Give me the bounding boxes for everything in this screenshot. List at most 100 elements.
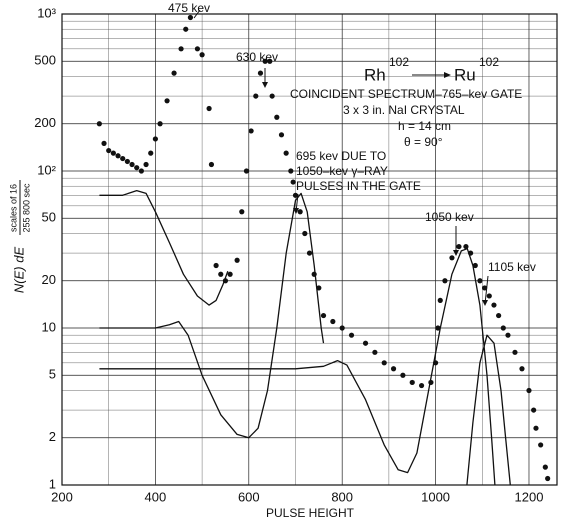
data-point bbox=[199, 52, 205, 58]
data-point bbox=[542, 464, 548, 470]
data-point bbox=[463, 243, 469, 250]
fit-curve bbox=[99, 248, 496, 486]
data-point bbox=[519, 366, 525, 372]
data-point bbox=[194, 46, 201, 52]
data-point bbox=[248, 128, 254, 134]
data-point bbox=[390, 366, 397, 372]
fit-curve bbox=[99, 189, 229, 306]
data-point bbox=[472, 262, 478, 269]
x-tick-label: 400 bbox=[145, 489, 167, 504]
x-tick-label: 800 bbox=[331, 489, 353, 504]
annotation: 3 x 3 in. NaI CRYSTAL bbox=[343, 103, 465, 117]
arrow-head bbox=[453, 250, 459, 256]
x-tick-label: 200 bbox=[51, 489, 73, 504]
data-point bbox=[157, 121, 163, 127]
data-point bbox=[208, 161, 215, 168]
y-tick-label: 500 bbox=[34, 53, 56, 68]
y-label-numerator: scales of 16 bbox=[8, 184, 18, 232]
y-tick-label: 10 bbox=[42, 319, 56, 334]
data-point bbox=[486, 293, 492, 299]
data-point bbox=[243, 168, 250, 174]
y-tick-label: 1 bbox=[49, 476, 56, 491]
y-label-denominator: 255 800 sec bbox=[21, 183, 31, 233]
data-point bbox=[269, 93, 275, 99]
data-point bbox=[381, 360, 387, 366]
data-point bbox=[418, 382, 425, 389]
data-point bbox=[435, 325, 441, 331]
y-tick-label: 200 bbox=[34, 115, 56, 130]
y-axis-label: N(E) dE scales of 16 255 800 sec bbox=[8, 180, 31, 293]
data-point bbox=[491, 302, 497, 308]
data-point bbox=[267, 58, 273, 64]
arrow bbox=[193, 9, 201, 19]
data-point bbox=[171, 70, 177, 76]
data-point bbox=[134, 165, 140, 171]
annotation: h = 14 cm bbox=[398, 119, 451, 133]
y-tick-label: 10² bbox=[37, 162, 56, 177]
data-point bbox=[290, 179, 296, 185]
fit-curve bbox=[466, 334, 511, 486]
annotation: PULSES IN THE GATE bbox=[296, 179, 421, 193]
data-point bbox=[278, 132, 285, 138]
data-point bbox=[178, 46, 184, 52]
y-tick-label: 50 bbox=[42, 210, 56, 225]
data-point bbox=[152, 136, 158, 142]
data-point bbox=[96, 121, 102, 127]
grid bbox=[61, 13, 557, 486]
data-point bbox=[143, 161, 149, 168]
y-tick-label: 5 bbox=[49, 367, 56, 382]
data-point bbox=[234, 257, 240, 263]
data-point bbox=[456, 243, 462, 250]
data-point bbox=[449, 255, 455, 261]
data-point bbox=[482, 285, 488, 291]
data-point bbox=[531, 407, 537, 413]
data-point bbox=[253, 93, 259, 99]
annotation: Ru bbox=[454, 65, 476, 84]
data-point bbox=[283, 150, 289, 156]
data-point bbox=[120, 155, 126, 162]
data-point bbox=[106, 147, 112, 154]
data-point bbox=[330, 318, 336, 325]
data-point bbox=[239, 209, 245, 215]
x-tick-label: 1200 bbox=[515, 489, 544, 504]
data-point bbox=[505, 332, 511, 338]
y-tick-label: 20 bbox=[42, 272, 56, 287]
data-point bbox=[538, 442, 544, 448]
data-point bbox=[545, 475, 551, 482]
data-point bbox=[187, 14, 194, 21]
annotation: 102 bbox=[479, 55, 499, 69]
annotation: COINCIDENT SPECTRUM–765–kev GATE bbox=[290, 87, 522, 101]
data-point bbox=[101, 140, 107, 146]
data-point bbox=[262, 58, 268, 64]
data-point bbox=[274, 114, 280, 120]
data-point bbox=[292, 192, 299, 198]
annotation: 102 bbox=[389, 55, 409, 69]
x-tick-label: 1000 bbox=[421, 489, 450, 504]
data-point bbox=[512, 349, 518, 355]
data-point bbox=[148, 150, 154, 156]
data-point bbox=[213, 262, 219, 269]
data-point bbox=[496, 312, 502, 319]
arrow-head bbox=[444, 72, 451, 78]
fit-curve bbox=[99, 192, 325, 439]
y-label-main: N(E) dE bbox=[11, 247, 26, 294]
annotation: θ = 90° bbox=[404, 135, 443, 149]
arrow bbox=[484, 275, 489, 305]
data-point bbox=[348, 332, 355, 338]
data-point bbox=[372, 349, 378, 355]
arrow-head bbox=[262, 82, 268, 88]
data-point bbox=[339, 325, 345, 331]
data-point bbox=[257, 70, 264, 76]
y-tick-label: 2 bbox=[49, 429, 56, 444]
data-point bbox=[442, 278, 448, 284]
data-point bbox=[477, 278, 483, 284]
data-point bbox=[115, 153, 121, 159]
data-point bbox=[302, 230, 308, 237]
data-point bbox=[409, 379, 415, 386]
data-point bbox=[320, 312, 327, 319]
annotation: 1050–kev γ–RAY bbox=[296, 164, 388, 178]
data-point bbox=[500, 325, 506, 331]
data-point bbox=[533, 425, 539, 431]
annotation: 475 kev bbox=[168, 1, 210, 15]
